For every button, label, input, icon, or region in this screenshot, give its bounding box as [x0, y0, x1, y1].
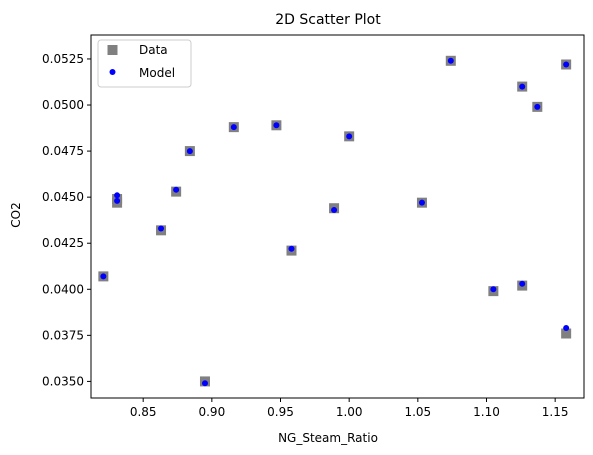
x-tick-label: 0.90	[198, 405, 225, 419]
model-point-circle	[519, 83, 526, 90]
data-point-square	[561, 328, 572, 339]
x-tick-label: 1.10	[473, 405, 500, 419]
x-tick-label: 0.85	[130, 405, 157, 419]
legend-marker-data	[107, 45, 118, 55]
model-point-circle	[173, 186, 180, 193]
model-point-circle	[114, 192, 121, 199]
model-point-circle	[563, 61, 570, 68]
axis-ticks: 0.85 0.90 0.95 1.00 1.05 1.10 1.15 0.0350 0.0375…	[42, 52, 569, 419]
y-tick-label: 0.0525	[42, 52, 84, 66]
model-point-circle	[273, 122, 280, 129]
model-point-circle	[201, 380, 208, 387]
y-tick-label: 0.0375	[42, 328, 84, 342]
y-tick-label: 0.0450	[42, 190, 84, 204]
model-point-circle	[346, 133, 353, 140]
x-tick-label: 1.00	[336, 405, 363, 419]
x-axis-label: NG_Steam_Ratio	[278, 431, 378, 445]
model-point-circle	[418, 199, 425, 206]
y-tick-label: 0.0400	[42, 282, 84, 296]
x-tick-label: 1.15	[542, 405, 569, 419]
y-axis-label: CO2	[9, 202, 23, 227]
model-point-circle	[534, 103, 541, 110]
y-tick-label: 0.0500	[42, 98, 84, 112]
model-point-circle	[114, 197, 121, 204]
model-point-circle	[563, 324, 570, 331]
model-point-circle	[100, 273, 107, 280]
model-point-circle	[447, 57, 454, 64]
legend-marker-model	[109, 69, 116, 75]
y-tick-label: 0.0350	[42, 374, 84, 388]
legend-label-model: Model	[139, 66, 175, 80]
legend: Data Model	[97, 39, 192, 88]
model-point-circle	[331, 207, 338, 214]
plot-frame	[90, 34, 585, 399]
model-point-circle	[288, 245, 295, 252]
y-tick-label: 0.0425	[42, 236, 84, 250]
model-point-circle	[519, 280, 526, 287]
model-point-circle	[230, 124, 237, 131]
x-tick-label: 0.95	[267, 405, 294, 419]
chart-title: 2D Scatter Plot	[275, 12, 381, 28]
model-point-circle	[186, 148, 193, 155]
model-point-circle	[158, 225, 165, 232]
data-points	[98, 55, 572, 387]
legend-label-data: Data	[139, 43, 168, 57]
model-point-circle	[490, 286, 497, 293]
y-tick-label: 0.0475	[42, 144, 84, 158]
x-tick-label: 1.05	[404, 405, 431, 419]
legend-box	[97, 39, 192, 88]
